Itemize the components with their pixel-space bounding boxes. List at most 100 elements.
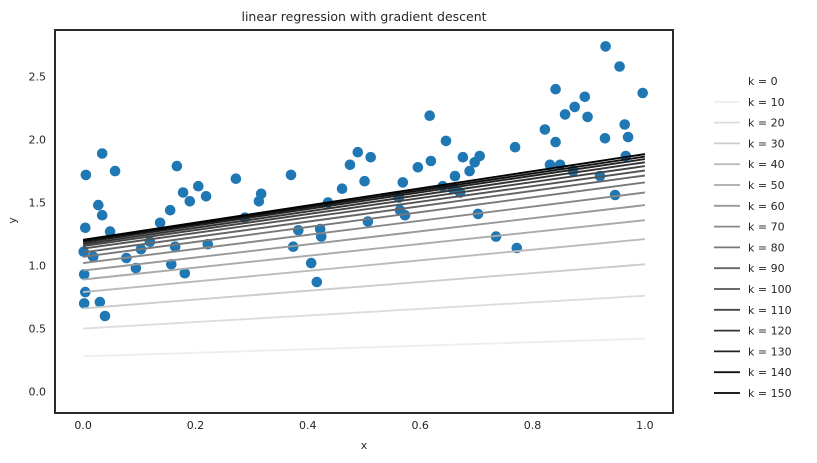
legend-label-k30: k = 30 — [748, 137, 785, 150]
data-point — [96, 148, 108, 159]
data-point — [399, 209, 411, 221]
data-point — [285, 169, 297, 181]
data-point — [78, 269, 90, 280]
regression-line-k80 — [82, 181, 646, 258]
legend-label-k140: k = 140 — [748, 366, 792, 379]
data-point — [559, 109, 571, 120]
regression-line-k30 — [83, 263, 645, 310]
x-tick-label: 1.0 — [636, 419, 654, 432]
data-point — [599, 133, 611, 144]
data-point — [171, 160, 183, 172]
data-point — [440, 135, 452, 147]
legend-label-k60: k = 60 — [748, 200, 785, 213]
legend-label-k150: k = 150 — [748, 387, 792, 400]
data-point — [184, 196, 196, 207]
legend-label-k40: k = 40 — [748, 158, 785, 171]
data-point — [359, 175, 370, 187]
x-axis-label: x — [360, 439, 368, 452]
x-tick-label: 0.0 — [74, 419, 92, 432]
legend-label-k0: k = 0 — [748, 75, 778, 88]
legend-label-k20: k = 20 — [748, 117, 785, 130]
data-point — [424, 110, 436, 121]
legend-label-k130: k = 130 — [748, 345, 792, 358]
data-point — [305, 257, 317, 269]
data-point — [93, 199, 104, 211]
data-point — [582, 111, 593, 123]
data-point — [622, 131, 634, 143]
legend-label-k120: k = 120 — [748, 325, 792, 338]
y-tick-label: 2.0 — [29, 134, 47, 147]
data-point — [412, 162, 424, 173]
regression-line-k130 — [82, 158, 646, 244]
data-point — [344, 159, 356, 171]
data-point — [600, 41, 611, 52]
x-tick-label: 0.4 — [299, 419, 317, 432]
regression-line-k60 — [82, 204, 646, 272]
legend-label-k100: k = 100 — [748, 283, 792, 296]
data-point — [164, 204, 176, 216]
legend-label-k70: k = 70 — [748, 221, 785, 234]
regression-line-k110 — [82, 165, 646, 248]
data-point — [539, 124, 551, 135]
data-point — [104, 226, 116, 237]
data-point — [96, 209, 108, 221]
y-tick-label: 0.5 — [29, 323, 47, 336]
data-point — [619, 119, 630, 130]
plot-frame — [54, 29, 674, 414]
data-point — [425, 155, 437, 167]
data-point — [80, 169, 92, 181]
data-point — [457, 151, 469, 163]
data-point — [109, 165, 121, 177]
data-point — [230, 173, 242, 184]
regression-line-k50 — [83, 219, 645, 281]
y-tick-label: 1.5 — [29, 197, 47, 210]
data-point — [550, 136, 561, 148]
regression-line-k20 — [83, 294, 645, 330]
regression-line-k90 — [82, 174, 646, 254]
regression-line-k40 — [83, 238, 645, 294]
data-point — [87, 251, 99, 263]
data-point — [177, 187, 189, 198]
data-point — [352, 146, 364, 158]
legend-label-k110: k = 110 — [748, 304, 792, 317]
data-point — [80, 222, 91, 234]
chart-title: linear regression with gradient descent — [241, 9, 487, 24]
x-tick-label: 0.6 — [411, 419, 429, 432]
data-point — [609, 189, 621, 201]
regression-line-k70 — [82, 191, 646, 265]
regression-line-k150 — [82, 153, 646, 241]
legend-label-k80: k = 80 — [748, 241, 785, 254]
regression-line-k10 — [83, 337, 645, 358]
regression-line-k140 — [82, 155, 646, 242]
legend-label-k10: k = 10 — [748, 96, 785, 109]
legend-label-k50: k = 50 — [748, 179, 785, 192]
y-tick-label: 0.0 — [29, 386, 47, 399]
y-tick-label: 1.0 — [29, 260, 47, 273]
regression-line-k100 — [82, 169, 646, 250]
regression-line-k120 — [82, 161, 646, 246]
x-tick-label: 0.8 — [524, 419, 542, 432]
data-point — [637, 87, 648, 99]
data-point — [550, 83, 561, 95]
data-point — [336, 183, 348, 194]
data-point — [94, 296, 106, 308]
x-tick-label: 0.2 — [187, 419, 205, 432]
data-point — [464, 165, 475, 177]
y-axis-label: y — [5, 217, 19, 224]
data-point — [449, 170, 461, 182]
data-point — [193, 180, 204, 192]
data-point — [469, 157, 481, 168]
data-point — [579, 91, 591, 103]
data-point — [200, 191, 212, 202]
y-tick-label: 2.5 — [29, 71, 47, 84]
data-point — [154, 217, 166, 229]
legend-label-k90: k = 90 — [748, 262, 785, 275]
data-point — [569, 101, 580, 113]
data-point — [397, 177, 409, 188]
data-point — [253, 196, 265, 207]
data-point — [614, 61, 625, 72]
data-point — [311, 276, 323, 288]
data-point — [293, 225, 304, 236]
